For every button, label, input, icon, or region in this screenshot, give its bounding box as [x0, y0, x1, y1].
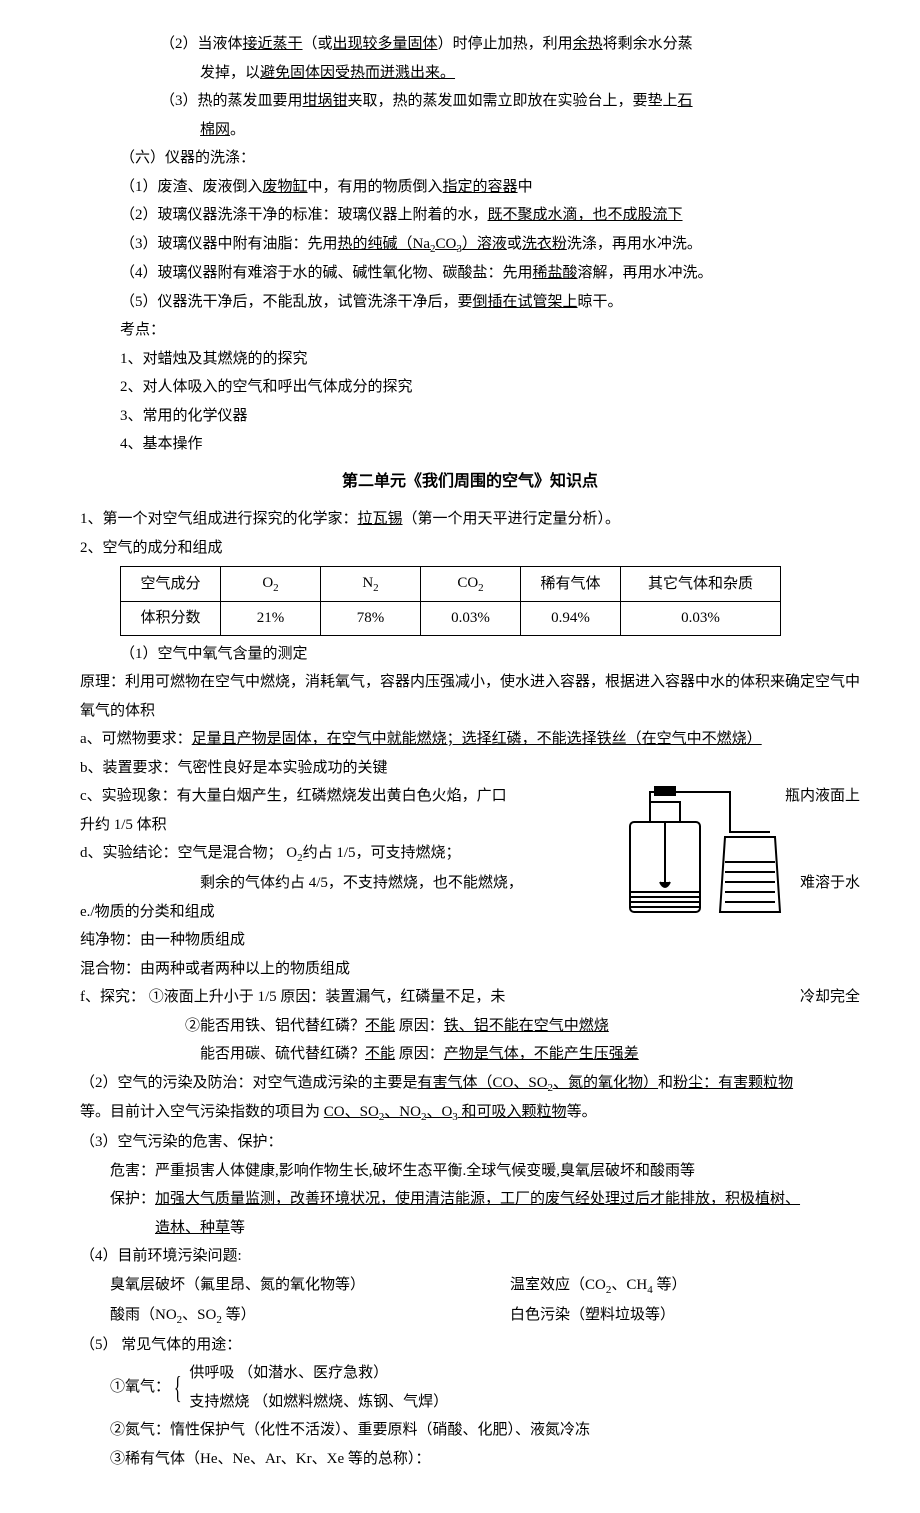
table-row: 空气成分 O2 N2 CO2 稀有气体 其它气体和杂质	[121, 567, 781, 602]
heading: （1）空气中氧气含量的测定	[120, 640, 860, 669]
heading: （六）仪器的洗涤：	[120, 144, 860, 173]
heading: （4）目前环境污染问题:	[80, 1242, 860, 1271]
para: 2、空气的成分和组成	[80, 534, 860, 563]
para: （2）空气的污染及防治：对空气造成污染的主要是有害气体（CO、SO2、氮的氧化物…	[80, 1069, 860, 1099]
para: 原理：利用可燃物在空气中燃烧，消耗氧气，容器内压强减小，使水进入容器，根据进入容…	[80, 668, 860, 725]
two-col-row: 臭氧层破坏（氟里昂、氮的氧化物等） 温室效应（CO2、CH4 等）	[110, 1271, 860, 1301]
para: （5）仪器洗干净后，不能乱放，试管洗涤干净后，要倒插在试管架上晾干。	[120, 288, 860, 317]
para: （1）废渣、废液倒入废物缸中，有用的物质倒入指定的容器中	[120, 173, 860, 202]
para: （4）玻璃仪器附有难溶于水的碱、碱性氧化物、碳酸盐：先用稀盐酸溶解，再用水冲洗。	[120, 259, 860, 288]
para: 保护：加强大气质量监测，改善环境状况，使用清洁能源，工厂的废气经处理过后才能排放…	[110, 1185, 860, 1214]
list-item: 3、常用的化学仪器	[120, 402, 860, 431]
para: f、探究： ①液面上升小于 1/5 原因：装置漏气，红磷量不足，未 冷却完全	[80, 983, 860, 1012]
document-content: （2）当液体接近蒸干（或出现较多量固体）时停止加热，利用余热将剩余水分蒸 发掉，…	[80, 30, 860, 1473]
para: ②氮气：惰性保护气（化性不活泼）、重要原料（硝酸、化肥）、液氮冷冻	[110, 1416, 860, 1445]
diagram-wrap: c、实验现象：有大量白烟产生，红磷燃烧发出黄白色火焰，广口 瓶内液面上 升约 1…	[80, 782, 860, 1011]
col-right: 白色污染（塑料垃圾等）	[510, 1301, 675, 1331]
heading: 考点：	[120, 316, 860, 345]
para: 危害：严重损害人体健康,影响作物生长,破坏生态平衡.全球气候变暖,臭氧层破坏和酸…	[110, 1157, 860, 1186]
para: 造林、种草等	[155, 1214, 860, 1243]
col-left: 酸雨（NO2、SO2 等）	[110, 1301, 510, 1331]
list-item: 4、基本操作	[120, 430, 860, 459]
para: 等。目前计入空气污染指数的项目为 CO、SO2、NO2、O3 和可吸入颗粒物等。	[80, 1098, 860, 1128]
para: （2）玻璃仪器洗涤干净的标准：玻璃仪器上附着的水，既不聚成水滴，也不成股流下	[120, 201, 860, 230]
para: （3）热的蒸发皿要用坩埚钳夹取，热的蒸发皿如需立即放在实验台上，要垫上石	[160, 87, 860, 116]
col-left: 臭氧层破坏（氟里昂、氮的氧化物等）	[110, 1271, 510, 1301]
section-title: 第二单元《我们周围的空气》知识点	[80, 467, 860, 497]
heading: （3）空气污染的危害、保护：	[80, 1128, 860, 1157]
brace-group: ①氧气： { 供呼吸 （如潜水、医疗急救） 支持燃烧 （如燃料燃烧、炼钢、气焊）	[110, 1359, 860, 1416]
brace-icon: {	[174, 1376, 182, 1398]
air-composition-table: 空气成分 O2 N2 CO2 稀有气体 其它气体和杂质 体积分数 21% 78%…	[120, 566, 781, 635]
col-right: 温室效应（CO2、CH4 等）	[510, 1271, 686, 1301]
para: ②能否用铁、铝代替红磷？不能 原因：铁、铝不能在空气中燃烧	[185, 1012, 860, 1041]
para: 供呼吸 （如潜水、医疗急救）	[189, 1359, 448, 1388]
para: 1、第一个对空气组成进行探究的化学家：拉瓦锡（第一个用天平进行定量分析）。	[80, 505, 860, 534]
list-item: 1、对蜡烛及其燃烧的的探究	[120, 345, 860, 374]
apparatus-diagram	[600, 782, 800, 942]
para: ③稀有气体（He、Ne、Ar、Kr、Xe 等的总称）：	[110, 1445, 860, 1474]
table-row: 体积分数 21% 78% 0.03% 0.94% 0.03%	[121, 602, 781, 636]
para: b、装置要求：气密性良好是本实验成功的关键	[80, 754, 860, 783]
list-item: 2、对人体吸入的空气和呼出气体成分的探究	[120, 373, 860, 402]
para: 能否用碳、硫代替红磷？不能 原因：产物是气体，不能产生压强差	[200, 1040, 860, 1069]
para: （2）当液体接近蒸干（或出现较多量固体）时停止加热，利用余热将剩余水分蒸	[160, 30, 860, 59]
para: 支持燃烧 （如燃料燃烧、炼钢、气焊）	[189, 1388, 448, 1417]
two-col-row: 酸雨（NO2、SO2 等） 白色污染（塑料垃圾等）	[110, 1301, 860, 1331]
para: a、可燃物要求：足量且产物是固体，在空气中就能燃烧；选择红磷，不能选择铁丝（在空…	[80, 725, 860, 754]
heading: （5） 常见气体的用途：	[80, 1331, 860, 1360]
para: 混合物：由两种或者两种以上的物质组成	[80, 955, 860, 984]
para: 发掉，以避免固体因受热而迸溅出来。	[200, 59, 860, 88]
para: （3）玻璃仪器中附有油脂：先用热的纯碱（Na2CO3）溶液或洗衣粉洗涤，再用水冲…	[120, 230, 860, 260]
para: 棉网。	[200, 116, 860, 145]
